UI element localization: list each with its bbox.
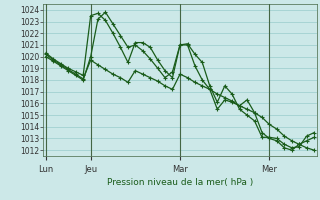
X-axis label: Pression niveau de la mer( hPa ): Pression niveau de la mer( hPa ) <box>107 178 253 187</box>
